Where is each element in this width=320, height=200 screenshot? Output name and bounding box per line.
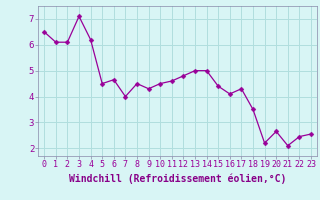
X-axis label: Windchill (Refroidissement éolien,°C): Windchill (Refroidissement éolien,°C) [69,173,286,184]
